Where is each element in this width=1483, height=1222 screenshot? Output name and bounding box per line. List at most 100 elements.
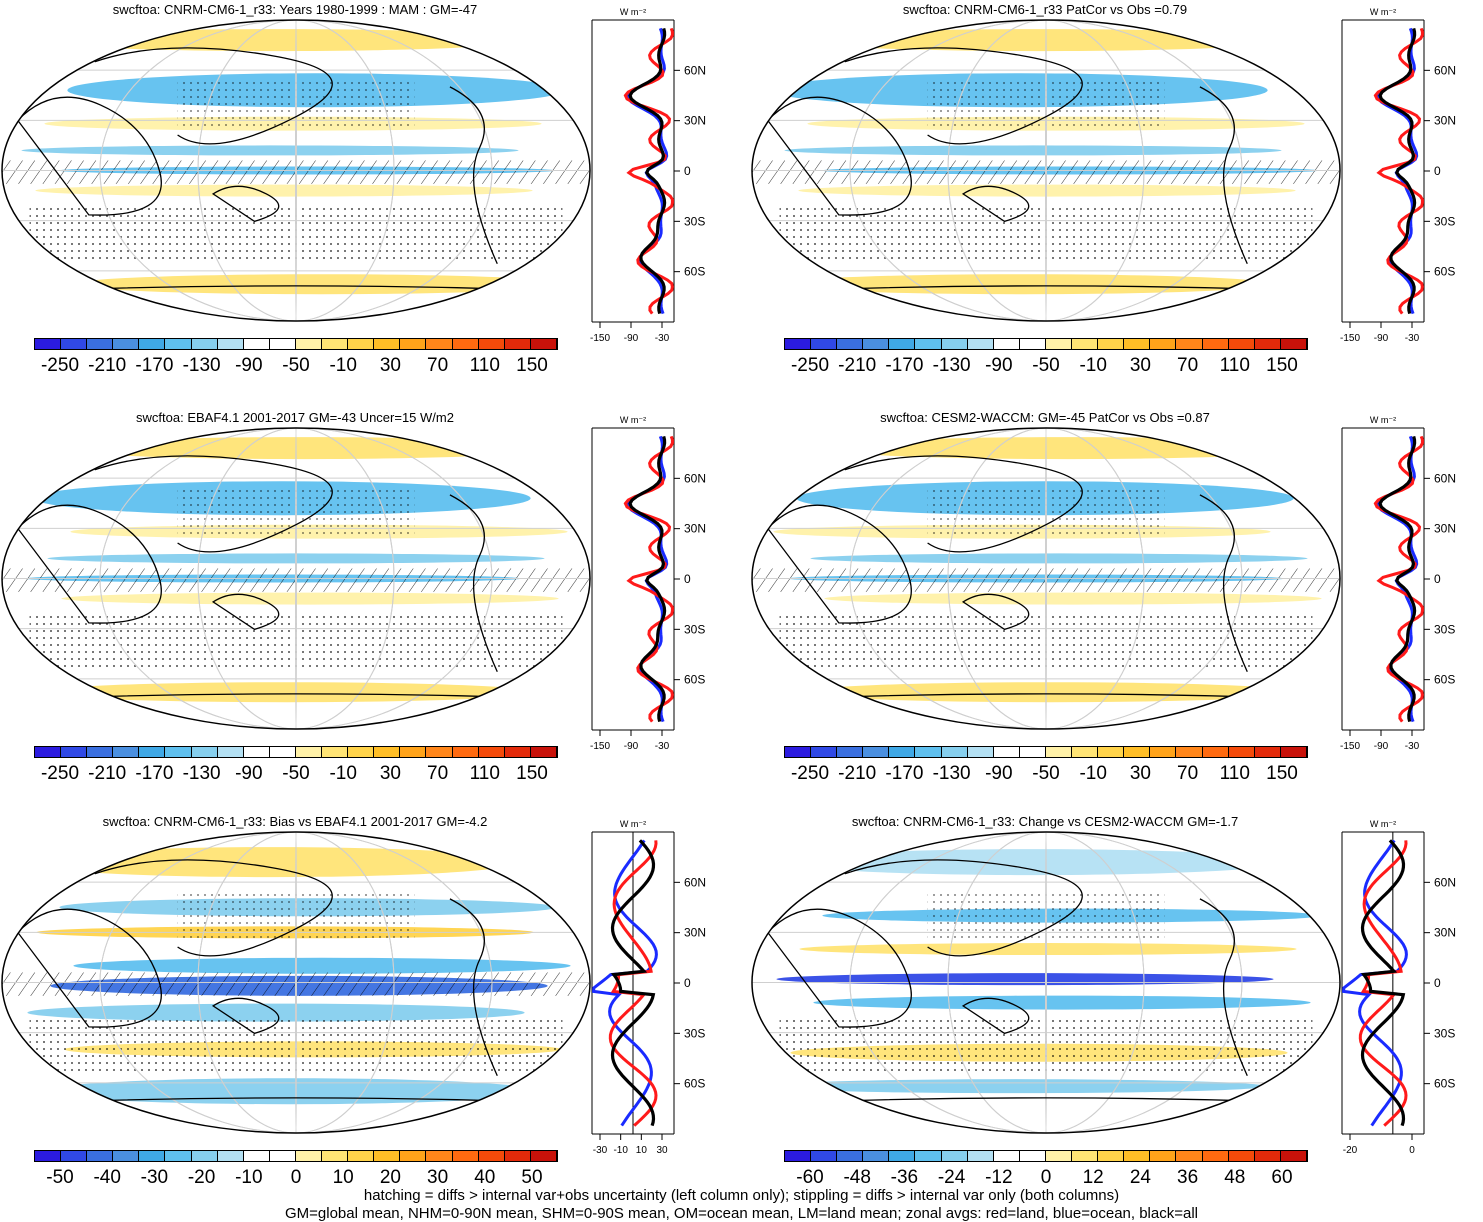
colorbar-swatch [452, 747, 479, 757]
land-zonal-line [1373, 27, 1424, 315]
zonal-units-label: W m⁻² [1370, 7, 1396, 17]
map-panel: swcftoa: CNRM-CM6-1_r33: Change vs CESM2… [750, 812, 1483, 1212]
colorbar-swatch [113, 1151, 140, 1161]
colorbar-swatch [139, 339, 166, 349]
colorbar-swatch [295, 747, 323, 757]
world-map [1, 427, 591, 730]
map-panel: swcftoa: CNRM-CM6-1_r33: Years 1980-1999… [0, 0, 740, 400]
colorbar-swatch [348, 1151, 375, 1161]
colorbar-swatch [1019, 339, 1046, 349]
colorbar-label: -36 [890, 1167, 919, 1188]
colorbar-swatch [295, 1151, 323, 1161]
map-field-band [775, 274, 1273, 295]
x-tick-label: -90 [624, 741, 639, 752]
colorbar-label: 70 [1177, 763, 1199, 784]
map-field-band [22, 847, 520, 878]
colorbar-swatch [1072, 1151, 1099, 1161]
lat-tick-label: 0 [1434, 572, 1441, 586]
colorbar-swatch [426, 747, 453, 757]
land-zonal-line [1373, 435, 1424, 723]
colorbar-label: -250 [40, 355, 80, 376]
colorbar-swatch [1176, 747, 1203, 757]
lat-tick-label: 30N [684, 926, 706, 940]
colorbar-swatch [889, 339, 916, 349]
coastline [844, 859, 1083, 957]
zonal-average-plot: W m⁻² 60N 30N 0 30S 60S -150 -90 -30 [590, 7, 706, 344]
all-zonal-line [610, 839, 656, 1127]
lat-tick-label: 30N [1434, 522, 1456, 536]
colorbar-swatch [1045, 1151, 1073, 1161]
map-field-band [776, 973, 1274, 986]
coastline [961, 593, 1030, 631]
colorbar-swatch [322, 1151, 349, 1161]
colorbar-swatch [967, 747, 994, 757]
lat-tick-label: 60S [1434, 265, 1455, 279]
colorbar-label: -40 [93, 1167, 121, 1188]
colorbar-label: 30 [427, 1167, 449, 1188]
graticule-lon [197, 832, 395, 1133]
zonal-average-plot: W m⁻² 60N 30N 0 30S 60S -20 0 [1341, 819, 1456, 1156]
colorbar-label: -130 [182, 763, 221, 784]
map-field-band [35, 184, 533, 197]
lat-tick-label: 60S [684, 265, 705, 279]
colorbar-swatch [217, 339, 244, 349]
x-tick-label: -150 [1340, 741, 1360, 752]
coastline [766, 96, 912, 216]
colorbar-label: 0 [290, 1167, 302, 1188]
colorbar-swatch [478, 339, 505, 349]
map-field-band [21, 145, 519, 156]
colorbar-swatch [811, 747, 838, 757]
lat-tick-label: 60N [1434, 63, 1456, 77]
x-tick-label: -20 [1343, 1145, 1358, 1156]
map-field-band [72, 274, 570, 295]
colorbar-label: 110 [469, 763, 500, 784]
colorbar-label: 150 [516, 355, 548, 376]
colorbar-label: 60 [1271, 1167, 1293, 1188]
coastline [94, 455, 333, 553]
coastline [961, 997, 1030, 1035]
map-outline [1, 427, 591, 730]
lat-tick-label: 60S [1434, 1077, 1455, 1091]
colorbar [34, 746, 558, 758]
colorbar-swatch [113, 747, 140, 757]
colorbar-label: 150 [1266, 355, 1298, 376]
colorbar-label: -10 [1079, 763, 1107, 784]
colorbar-swatch [1150, 1151, 1177, 1161]
colorbar-swatch [478, 1151, 505, 1161]
colorbar-swatch [426, 339, 453, 349]
colorbar-swatch [87, 1151, 114, 1161]
map-panel: swcftoa: CESM2-WACCM: GM=-45 PatCor vs O… [750, 408, 1483, 808]
colorbar-swatch [941, 339, 968, 349]
colorbar-label: -210 [88, 763, 127, 784]
lat-tick-label: 30S [684, 214, 705, 228]
panel-title: swcftoa: CNRM-CM6-1_r33: Bias vs EBAF4.1… [102, 814, 488, 829]
colorbar [784, 746, 1308, 758]
colorbar-swatch [452, 1151, 479, 1161]
colorbar [784, 1150, 1308, 1162]
colorbar-swatch [915, 339, 942, 349]
colorbar-swatch [452, 339, 479, 349]
x-tick-label: -30 [655, 741, 670, 752]
coastline [1199, 86, 1248, 265]
x-tick-label: -30 [1405, 741, 1420, 752]
colorbar-label: -48 [843, 1167, 871, 1188]
zonal-units-label: W m⁻² [620, 415, 646, 425]
map-field-band [61, 592, 559, 605]
zonal-average-plot: W m⁻² 60N 30N 0 30S 60S -150 -90 -30 [590, 415, 706, 752]
colorbar-label: -20 [187, 1167, 216, 1188]
map-field-band [30, 29, 528, 52]
colorbar-swatch [1176, 339, 1203, 349]
colorbar-label: -170 [135, 763, 174, 784]
coastline [1199, 494, 1248, 673]
colorbar-swatch [915, 747, 942, 757]
colorbar-swatch [295, 339, 323, 349]
colorbar-swatch [87, 339, 114, 349]
map-outline [751, 19, 1341, 322]
colorbar-label: -170 [885, 763, 924, 784]
all-zonal-line [1378, 436, 1417, 722]
colorbar [784, 338, 1308, 350]
colorbar-swatch [811, 339, 838, 349]
colorbar-swatch [1045, 747, 1073, 757]
colorbar-swatch [139, 1151, 166, 1161]
colorbar-swatch [967, 1151, 994, 1161]
